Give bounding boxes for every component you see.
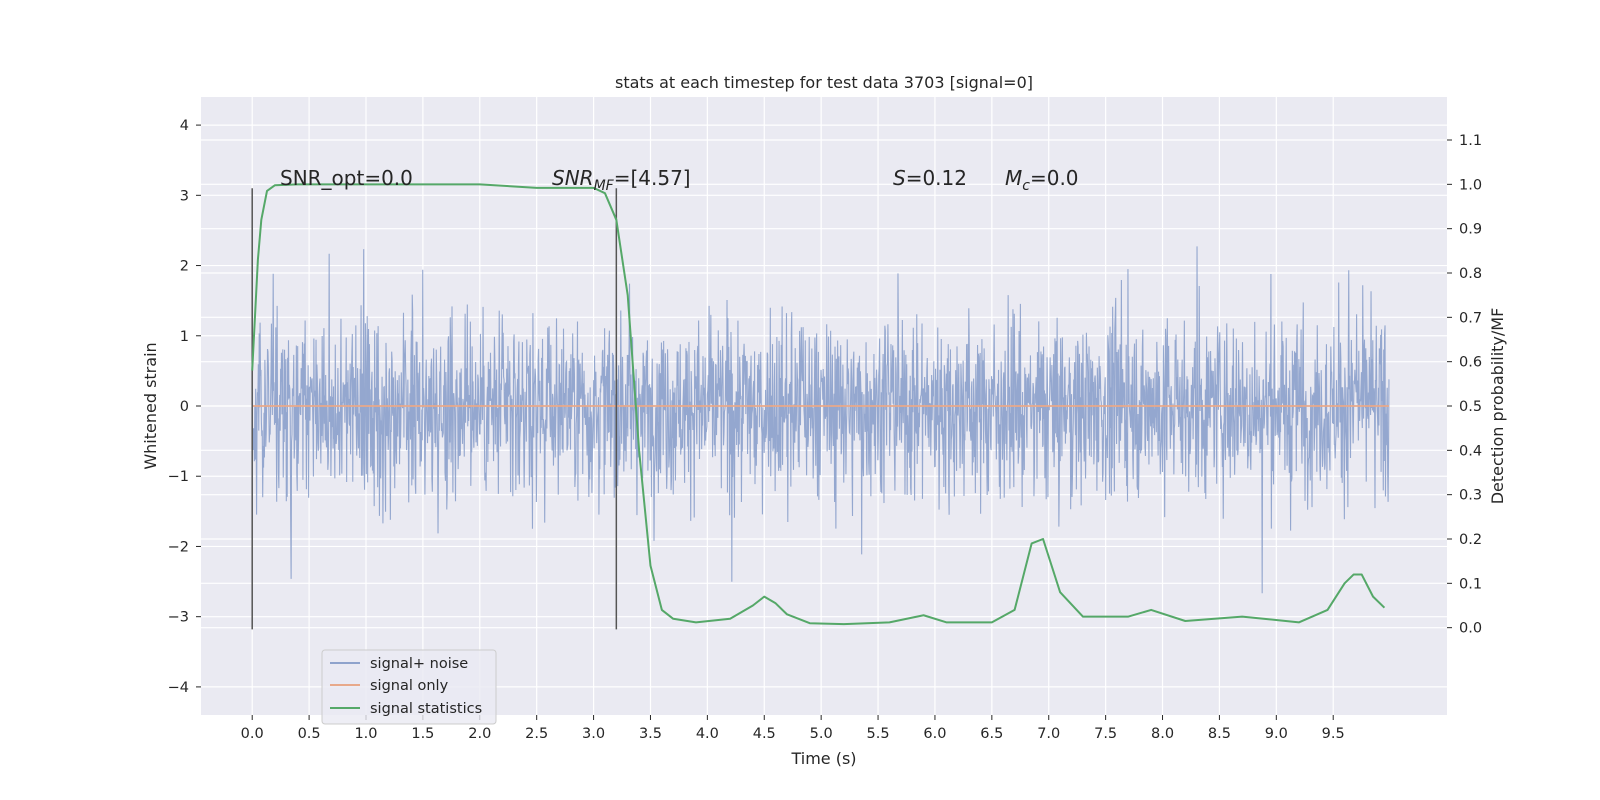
legend-label-signal-plus-noise: signal+ noise: [370, 656, 468, 672]
x-tick-label: 9.5: [1322, 726, 1345, 742]
y-tick-label: 0: [180, 399, 189, 415]
legend-label-signal-only: signal only: [370, 678, 449, 694]
y-axis-right-ticks: 1.1 1.0 0.9 0.8 0.7 0.6 0.5 0.4 0.3 0.2 0.1 0.0: [1447, 133, 1482, 637]
x-tick-label: 1.0: [354, 726, 377, 742]
y-tick-label: −1: [168, 469, 189, 485]
mc-sub: c: [1022, 178, 1030, 194]
y-axis-label: Whitened strain: [141, 342, 160, 469]
y-tick-label: −2: [168, 539, 189, 555]
x-tick-label: 8.5: [1208, 726, 1231, 742]
x-tick-label: 0.5: [298, 726, 321, 742]
s-value: =0.12: [906, 166, 967, 190]
x-tick-label: 8.0: [1151, 726, 1174, 742]
x-axis-label: Time (s): [790, 749, 856, 768]
x-tick-label: 5.5: [867, 726, 890, 742]
x-tick-label: 3.0: [582, 726, 605, 742]
y2-tick-label: 0.5: [1459, 399, 1482, 415]
x-tick-label: 4.5: [753, 726, 776, 742]
annotation-snr-opt: SNR_opt=0.0: [280, 166, 413, 190]
y2-tick-label: 0.2: [1459, 532, 1482, 548]
x-axis-ticks: 0.0 0.5 1.0 1.5 2.0 2.5 3.0 3.5 4.0 4.5 5.0 5.5 6.0 6…: [241, 715, 1345, 742]
x-tick-label: 7.0: [1037, 726, 1060, 742]
snr-mf-value: =[4.57]: [614, 166, 691, 190]
signal-plus-noise-line: [251, 246, 1390, 594]
y2-tick-label: 0.1: [1459, 576, 1482, 592]
x-tick-label: 5.0: [810, 726, 833, 742]
chart-title: stats at each timestep for test data 370…: [615, 73, 1033, 92]
y-tick-label: 2: [180, 259, 189, 275]
y2-tick-label: 0.6: [1459, 355, 1482, 371]
y-tick-label: −4: [168, 680, 189, 696]
y2-tick-label: 0.4: [1459, 443, 1482, 459]
x-tick-label: 9.0: [1265, 726, 1288, 742]
y-axis-left-ticks: 4 3 2 1 0 −1 −2 −3 −4: [168, 118, 201, 696]
annotation-mc: Mc=0.0: [1005, 166, 1079, 194]
x-tick-label: 0.0: [241, 726, 264, 742]
s-var: S: [893, 166, 906, 190]
legend-label-signal-statistics: signal statistics: [370, 701, 482, 717]
mc-value: =0.0: [1030, 166, 1079, 190]
y2-tick-label: 0.9: [1459, 222, 1482, 238]
y-tick-label: 4: [180, 118, 189, 134]
y2-tick-label: 0.0: [1459, 621, 1482, 637]
x-tick-label: 1.5: [411, 726, 434, 742]
x-tick-label: 4.0: [696, 726, 719, 742]
snr-mf-base: SNR: [552, 166, 594, 190]
y2-tick-label: 0.8: [1459, 266, 1482, 282]
y-tick-label: −3: [168, 610, 189, 626]
mc-base: M: [1005, 166, 1022, 190]
y2-tick-label: 0.3: [1459, 488, 1482, 504]
y2-tick-label: 0.7: [1459, 310, 1482, 326]
x-tick-label: 7.5: [1094, 726, 1117, 742]
x-tick-label: 6.0: [923, 726, 946, 742]
legend-box: [321, 649, 497, 725]
y2-tick-label: 1.1: [1459, 133, 1482, 149]
y2-tick-label: 1.0: [1459, 177, 1482, 193]
x-tick-label: 3.5: [639, 726, 662, 742]
y2-axis-label: Detection probability/MF: [1488, 308, 1507, 505]
annotation-snr-mf: SNRMF=[4.57]: [552, 166, 691, 194]
vertical-markers: [251, 188, 618, 630]
snr-mf-sub: MF: [594, 178, 615, 194]
signal-statistics-line: [251, 183, 1386, 626]
y-tick-label: 1: [180, 329, 189, 345]
x-tick-label: 2.5: [525, 726, 548, 742]
series-signal-plus-noise: [251, 246, 1390, 594]
series-signal-statistics: [251, 183, 1386, 626]
x-tick-label: 2.0: [468, 726, 491, 742]
legend: signal+ noise signal only signal statist…: [321, 649, 497, 725]
annotation-s: S=0.12: [893, 166, 967, 190]
y-tick-label: 3: [180, 188, 189, 204]
x-tick-label: 6.5: [980, 726, 1003, 742]
